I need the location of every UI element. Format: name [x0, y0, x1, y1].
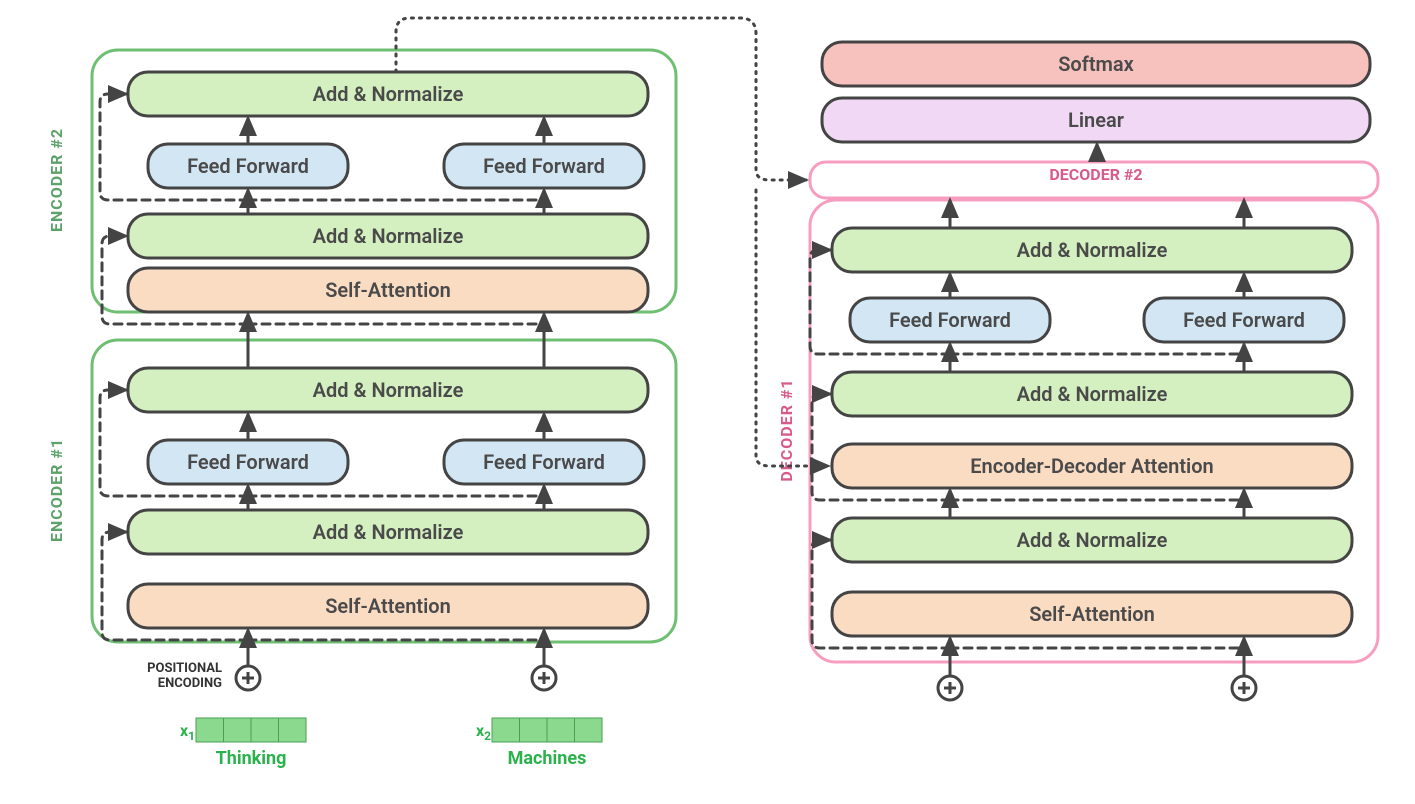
enc1-feed-forward-r: Feed Forward [444, 440, 644, 484]
enc1-add-norm-2: Add & Normalize [128, 368, 648, 412]
dec-pos-plus-l [938, 676, 962, 700]
svg-text:Feed Forward: Feed Forward [483, 450, 605, 474]
enc1-self-attention: Self-Attention [128, 584, 648, 628]
svg-text:Encoder-Decoder Attention: Encoder-Decoder Attention [970, 454, 1213, 478]
encoder-2-label: ENCODER #2 [47, 128, 66, 232]
enc2-add-norm-1: Add & Normalize [128, 214, 648, 258]
dec1-feed-forward-l: Feed Forward [850, 298, 1050, 342]
svg-text:Softmax: Softmax [1058, 52, 1134, 76]
svg-text:Linear: Linear [1068, 108, 1124, 132]
enc-pos-plus-l [236, 666, 260, 690]
encoder-1-label: ENCODER #1 [47, 438, 66, 542]
enc1-add-norm-1: Add & Normalize [128, 510, 648, 554]
svg-text:Feed Forward: Feed Forward [483, 154, 605, 178]
x1-label: x1 [180, 721, 195, 743]
dec1-add-norm-2: Add & Normalize [832, 372, 1352, 416]
word-2: Machines [508, 748, 587, 769]
svg-text:Add & Normalize: Add & Normalize [313, 378, 464, 402]
word-1: Thinking [216, 748, 287, 769]
dec1-enc-dec-attention: Encoder-Decoder Attention [832, 444, 1352, 488]
decoder-2-label: DECODER #2 [1049, 165, 1142, 184]
svg-text:Feed Forward: Feed Forward [1183, 308, 1305, 332]
dec1-self-attention: Self-Attention [832, 592, 1352, 636]
svg-text:Feed Forward: Feed Forward [187, 450, 309, 474]
svg-text:Add & Normalize: Add & Normalize [313, 520, 464, 544]
enc2-feed-forward-l: Feed Forward [148, 144, 348, 188]
svg-text:Self-Attention: Self-Attention [1029, 602, 1155, 626]
dec1-feed-forward-r: Feed Forward [1144, 298, 1344, 342]
enc1-feed-forward-l: Feed Forward [148, 440, 348, 484]
dec1-add-norm-1: Add & Normalize [832, 518, 1352, 562]
dec-pos-plus-r [1232, 676, 1256, 700]
enc2-add-norm-2: Add & Normalize [128, 72, 648, 116]
token-vec-1 [196, 718, 306, 742]
svg-text:Feed Forward: Feed Forward [889, 308, 1011, 332]
svg-text:Self-Attention: Self-Attention [325, 278, 451, 302]
svg-text:Add & Normalize: Add & Normalize [313, 224, 464, 248]
enc2-self-attention: Self-Attention [128, 268, 648, 312]
enc2-feed-forward-r: Feed Forward [444, 144, 644, 188]
svg-text:Add & Normalize: Add & Normalize [1017, 528, 1168, 552]
svg-text:Feed Forward: Feed Forward [187, 154, 309, 178]
svg-text:Add & Normalize: Add & Normalize [1017, 238, 1168, 262]
enc-pos-plus-r [532, 666, 556, 690]
positional-label: POSITIONAL [147, 661, 222, 676]
dec1-add-norm-3: Add & Normalize [832, 228, 1352, 272]
linear-block: Linear [822, 98, 1370, 142]
svg-text:Add & Normalize: Add & Normalize [1017, 382, 1168, 406]
svg-text:Self-Attention: Self-Attention [325, 594, 451, 618]
svg-text:Add & Normalize: Add & Normalize [313, 82, 464, 106]
softmax-block: Softmax [822, 42, 1370, 86]
encoding-label: ENCODING [158, 676, 222, 691]
token-vec-2 [492, 718, 602, 742]
x2-label: x2 [476, 721, 491, 743]
